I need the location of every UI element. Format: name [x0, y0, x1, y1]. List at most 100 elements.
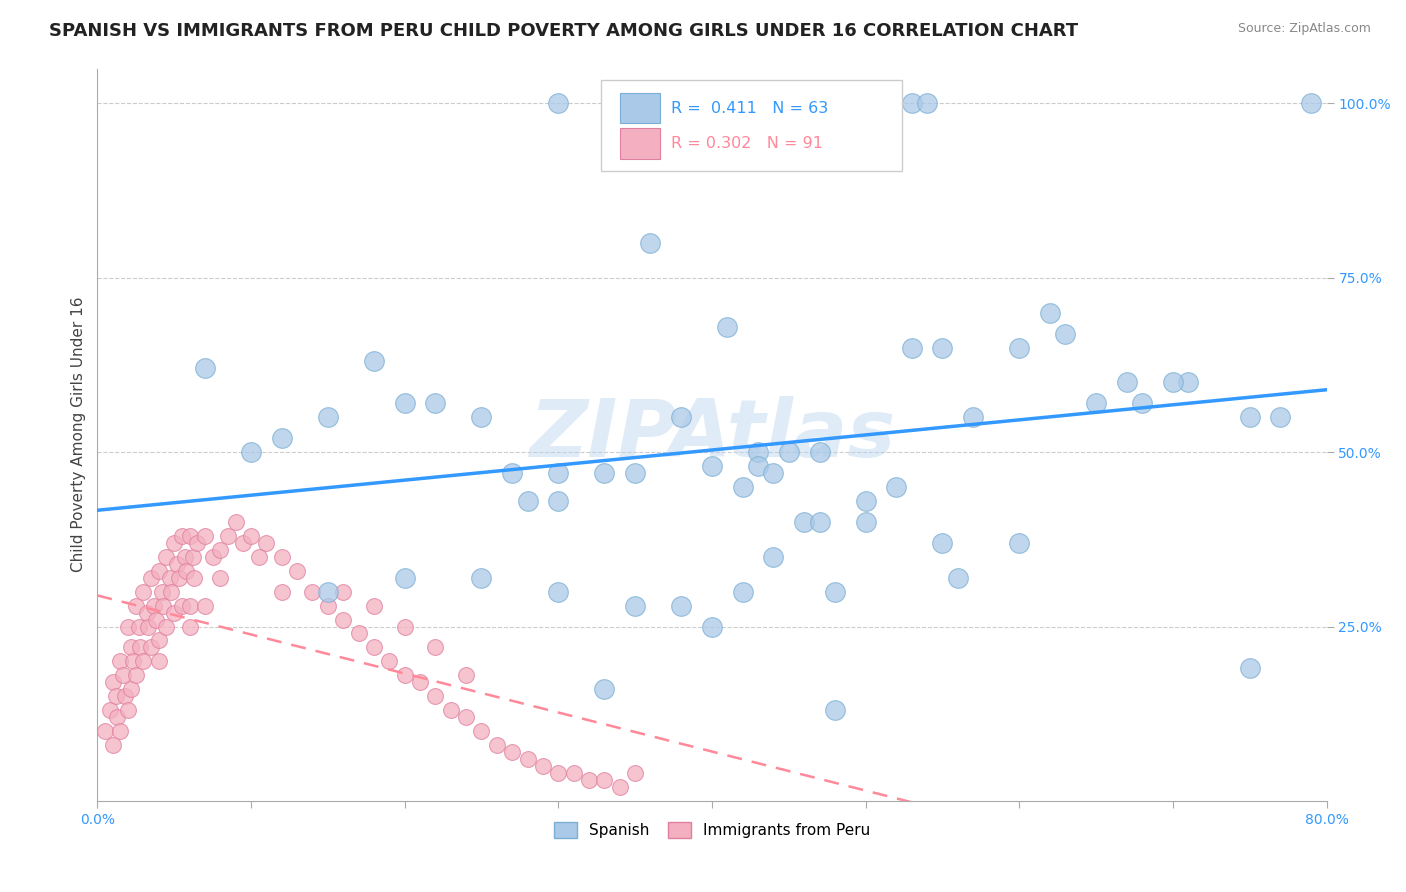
Point — [593, 772, 616, 787]
Point — [516, 752, 538, 766]
Point — [174, 549, 197, 564]
Point — [394, 668, 416, 682]
Point — [624, 599, 647, 613]
Point — [946, 571, 969, 585]
FancyBboxPatch shape — [602, 79, 903, 171]
Point — [640, 235, 662, 250]
Point — [900, 96, 922, 111]
Point — [347, 626, 370, 640]
Point — [931, 341, 953, 355]
Point — [120, 682, 142, 697]
Point — [132, 654, 155, 668]
Point — [132, 584, 155, 599]
Point — [148, 654, 170, 668]
Point — [129, 640, 152, 655]
Point — [593, 682, 616, 697]
Point — [176, 564, 198, 578]
Point — [301, 584, 323, 599]
Bar — [620, 93, 661, 123]
Point — [167, 571, 190, 585]
Point — [808, 515, 831, 529]
Point — [104, 690, 127, 704]
Text: R =  0.411   N = 63: R = 0.411 N = 63 — [672, 101, 828, 116]
Point — [485, 738, 508, 752]
Point — [1177, 376, 1199, 390]
Point — [762, 466, 785, 480]
Point — [148, 633, 170, 648]
Text: SPANISH VS IMMIGRANTS FROM PERU CHILD POVERTY AMONG GIRLS UNDER 16 CORRELATION C: SPANISH VS IMMIGRANTS FROM PERU CHILD PO… — [49, 22, 1078, 40]
Point — [470, 571, 492, 585]
Point — [501, 745, 523, 759]
Point — [700, 619, 723, 633]
Point — [378, 654, 401, 668]
Point — [148, 564, 170, 578]
Point — [117, 619, 139, 633]
Point — [121, 654, 143, 668]
Text: Source: ZipAtlas.com: Source: ZipAtlas.com — [1237, 22, 1371, 36]
Point — [1130, 396, 1153, 410]
Point — [731, 480, 754, 494]
Point — [316, 599, 339, 613]
Point — [547, 766, 569, 780]
Point — [94, 724, 117, 739]
Legend: Spanish, Immigrants from Peru: Spanish, Immigrants from Peru — [548, 816, 876, 845]
Point — [285, 564, 308, 578]
Point — [1270, 410, 1292, 425]
Point — [747, 445, 769, 459]
Point — [793, 515, 815, 529]
Point — [201, 549, 224, 564]
Point — [1239, 410, 1261, 425]
Point — [624, 466, 647, 480]
Point — [139, 571, 162, 585]
Point — [159, 571, 181, 585]
Point — [155, 619, 177, 633]
Point — [186, 536, 208, 550]
Point — [700, 459, 723, 474]
Point — [671, 599, 693, 613]
Point — [270, 549, 292, 564]
Point — [470, 724, 492, 739]
Point — [808, 445, 831, 459]
Point — [425, 640, 447, 655]
Point — [1239, 661, 1261, 675]
Point — [181, 549, 204, 564]
Text: ZIPAtlas: ZIPAtlas — [529, 396, 896, 474]
Point — [128, 619, 150, 633]
Point — [316, 584, 339, 599]
Point — [394, 396, 416, 410]
Point — [240, 445, 263, 459]
Point — [363, 354, 385, 368]
Point — [1115, 376, 1137, 390]
Point — [578, 772, 600, 787]
Point — [179, 529, 201, 543]
Point — [254, 536, 277, 550]
Point — [1161, 376, 1184, 390]
Bar — [620, 128, 661, 159]
Point — [125, 599, 148, 613]
Point — [114, 690, 136, 704]
Point — [547, 584, 569, 599]
Point — [120, 640, 142, 655]
Point — [209, 571, 232, 585]
Point — [209, 542, 232, 557]
Point — [456, 710, 478, 724]
Point — [1039, 305, 1062, 319]
Point — [270, 431, 292, 445]
Point — [170, 529, 193, 543]
Point — [624, 766, 647, 780]
Point — [562, 766, 585, 780]
Point — [1008, 536, 1031, 550]
Point — [136, 619, 159, 633]
Point — [824, 703, 846, 717]
Point — [110, 654, 132, 668]
Point — [886, 480, 908, 494]
Point — [409, 675, 432, 690]
Point — [671, 410, 693, 425]
Point — [155, 549, 177, 564]
Point — [117, 703, 139, 717]
Point — [160, 584, 183, 599]
Point — [152, 599, 174, 613]
Point — [931, 536, 953, 550]
Point — [217, 529, 239, 543]
Point — [125, 668, 148, 682]
